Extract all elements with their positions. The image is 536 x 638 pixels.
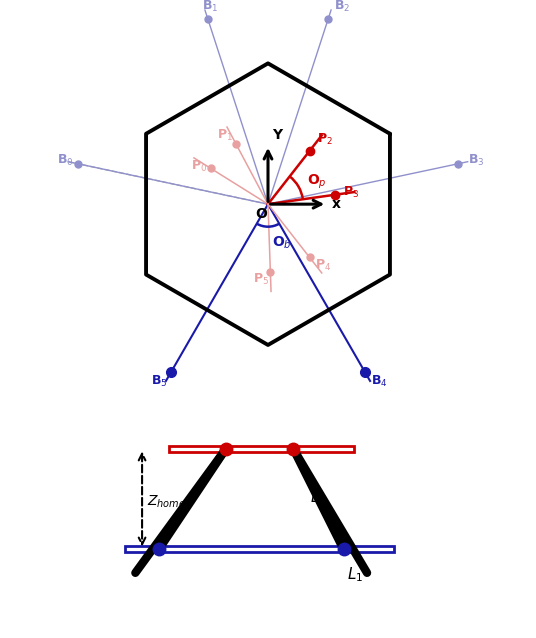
Text: P$_4$: P$_4$ — [315, 258, 331, 273]
Text: P$_5$: P$_5$ — [254, 272, 270, 287]
Text: B$_4$: B$_4$ — [371, 374, 388, 389]
Bar — [125, 546, 394, 553]
Text: x: x — [331, 197, 340, 211]
Text: $L_2$: $L_2$ — [310, 488, 326, 507]
Text: O$_b$: O$_b$ — [272, 234, 292, 251]
Text: O$_p$: O$_p$ — [308, 172, 327, 191]
Text: P$_3$: P$_3$ — [344, 185, 360, 200]
Text: $L_1$: $L_1$ — [347, 565, 363, 584]
Text: $Z_{home}$: $Z_{home}$ — [147, 494, 186, 510]
Text: B$_2$: B$_2$ — [334, 0, 350, 13]
Text: P$_0$: P$_0$ — [191, 159, 207, 174]
Text: B$_5$: B$_5$ — [151, 374, 168, 389]
Text: Y: Y — [272, 128, 282, 142]
Text: B$_0$: B$_0$ — [57, 152, 73, 168]
Text: B$_1$: B$_1$ — [202, 0, 219, 13]
Text: P$_1$: P$_1$ — [217, 128, 233, 143]
Text: B$_3$: B$_3$ — [468, 152, 485, 168]
Text: O: O — [255, 207, 267, 221]
Text: P$_2$: P$_2$ — [317, 131, 332, 147]
Bar — [169, 445, 354, 452]
